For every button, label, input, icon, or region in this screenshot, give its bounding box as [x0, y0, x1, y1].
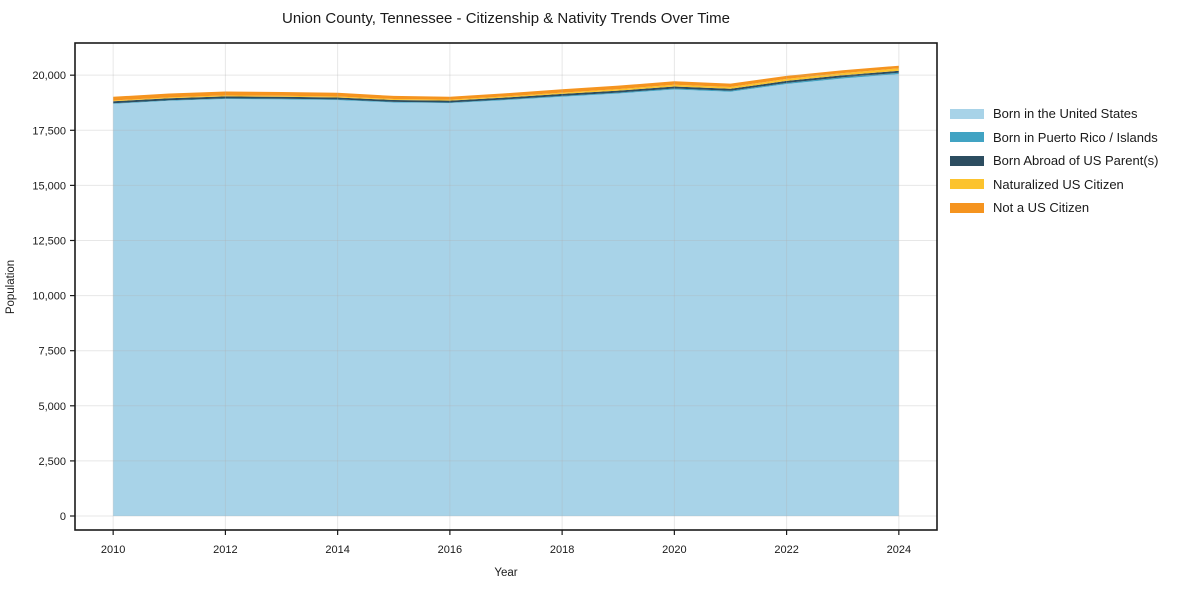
legend-item: Born in Puerto Rico / Islands — [950, 126, 1158, 150]
legend-label: Born in the United States — [993, 106, 1138, 122]
legend: Born in the United States Born in Puerto … — [950, 102, 1158, 220]
area-series-layer — [113, 65, 899, 516]
legend-label: Naturalized US Citizen — [993, 176, 1124, 192]
y-tick-label: 10,000 — [32, 291, 66, 303]
x-tick-label: 2012 — [213, 544, 237, 556]
legend-swatch — [950, 179, 984, 190]
y-tick-label: 5,000 — [38, 401, 66, 413]
y-axis-label: Population — [5, 260, 17, 314]
legend-item: Born in the United States — [950, 102, 1158, 126]
legend-item: Born Abroad of US Parent(s) — [950, 149, 1158, 173]
legend-swatch — [950, 155, 984, 166]
x-axis-label: Year — [494, 567, 517, 579]
legend-swatch — [950, 108, 984, 119]
y-tick-label: 12,500 — [32, 235, 66, 247]
x-tick-label: 2024 — [887, 544, 911, 556]
legend-swatch — [950, 202, 984, 213]
area-series-0 — [113, 74, 899, 516]
grid-over-layer — [75, 43, 937, 530]
area-series-4 — [113, 65, 899, 101]
y-tick-label: 15,000 — [32, 180, 66, 192]
x-tick-label: 2016 — [438, 544, 462, 556]
legend-label: Not a US Citizen — [993, 200, 1090, 216]
y-tick-label: 0 — [60, 511, 66, 523]
y-tick-label: 7,500 — [38, 346, 66, 358]
y-tick-label: 2,500 — [38, 456, 66, 468]
legend-label: Born Abroad of US Parent(s) — [993, 153, 1159, 169]
legend-item: Not a US Citizen — [950, 196, 1158, 220]
x-tick-label: 2022 — [774, 544, 798, 556]
x-tick-label: 2020 — [662, 544, 686, 556]
y-tick-label: 17,500 — [32, 125, 66, 137]
x-tick-label: 2014 — [325, 544, 349, 556]
y-tick-label: 20,000 — [32, 70, 66, 82]
plot-border — [74, 42, 938, 531]
legend-label: Born in Puerto Rico / Islands — [993, 129, 1158, 145]
legend-item: Naturalized US Citizen — [950, 173, 1158, 197]
legend-swatch — [950, 132, 984, 143]
x-tick-label: 2010 — [101, 544, 125, 556]
x-tick-label: 2018 — [550, 544, 574, 556]
chart-title: Union County, Tennessee - Citizenship & … — [282, 10, 730, 27]
ticks-layer: 0 2,500 5,000 7,500 10,000 12,500 15,000 17,500… — [32, 70, 911, 556]
